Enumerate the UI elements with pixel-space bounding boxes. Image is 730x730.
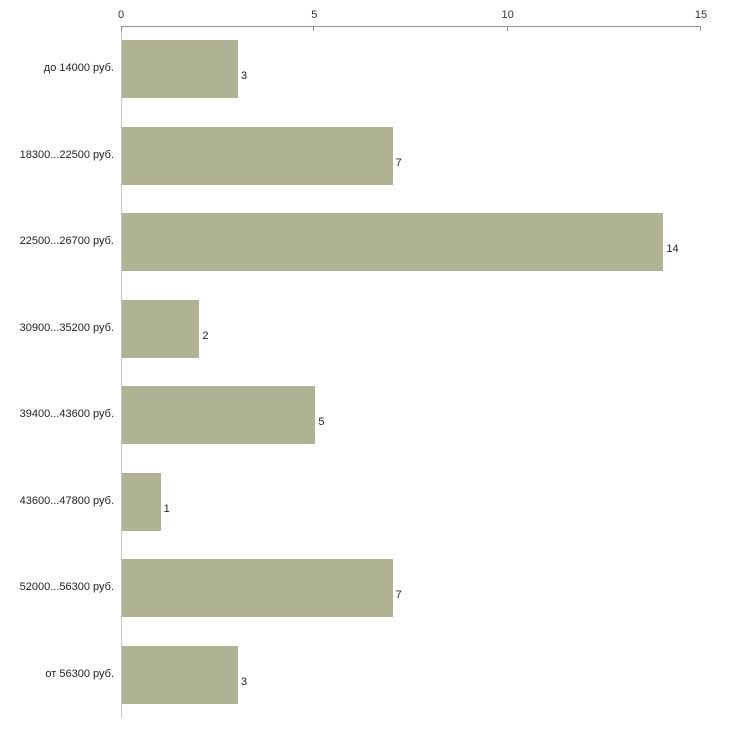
bar-row: до 14000 руб. 3 (0, 26, 730, 113)
category-label: 52000...56300 руб. (19, 581, 114, 594)
bar-row: 18300...22500 руб. 7 (0, 113, 730, 200)
bar-value-label: 14 (666, 243, 679, 256)
bar-value-label: 2 (202, 329, 209, 342)
x-tick-mark (313, 26, 315, 31)
x-tick-label: 5 (311, 9, 318, 21)
bar-row: 52000...56300 руб. 7 (0, 545, 730, 632)
bar[interactable] (122, 559, 393, 618)
category-label: 39400...43600 руб. (19, 408, 114, 421)
x-tick-mark (506, 26, 508, 31)
bar-row: 39400...43600 руб. 5 (0, 372, 730, 459)
bar-value-label: 3 (241, 70, 248, 83)
bar-value-label: 7 (395, 589, 402, 602)
bar-row: от 56300 руб. 3 (0, 632, 730, 719)
x-tick-label: 15 (694, 9, 708, 21)
bar-value-label: 7 (395, 156, 402, 169)
bar-value-label: 5 (318, 416, 325, 429)
category-label: 18300...22500 руб. (19, 148, 114, 161)
x-tick-mark (700, 26, 701, 31)
category-label: от 56300 руб. (45, 667, 114, 680)
x-tick-mark (121, 26, 122, 31)
bar[interactable] (122, 472, 161, 531)
bar[interactable] (122, 213, 664, 272)
bar[interactable] (122, 299, 200, 358)
bar[interactable] (122, 126, 393, 185)
bar[interactable] (122, 645, 238, 704)
bar-row: 30900...35200 руб. 2 (0, 286, 730, 373)
bar-value-label: 1 (163, 502, 170, 515)
category-label: 22500...26700 руб. (19, 235, 114, 248)
x-tick-label: 0 (117, 9, 125, 21)
bar-row: 43600...47800 руб. 1 (0, 459, 730, 546)
y-axis-line (121, 26, 122, 718)
x-tick-label: 10 (501, 9, 514, 21)
bar[interactable] (122, 40, 238, 99)
bar-row: 22500...26700 руб. 14 (0, 199, 730, 286)
category-label: до 14000 руб. (43, 62, 114, 75)
category-label: 43600...47800 руб. (19, 494, 114, 507)
bar[interactable] (122, 386, 316, 445)
category-label: 30900...35200 руб. (19, 321, 114, 334)
x-axis-line (121, 26, 701, 27)
bar-value-label: 3 (241, 675, 248, 688)
